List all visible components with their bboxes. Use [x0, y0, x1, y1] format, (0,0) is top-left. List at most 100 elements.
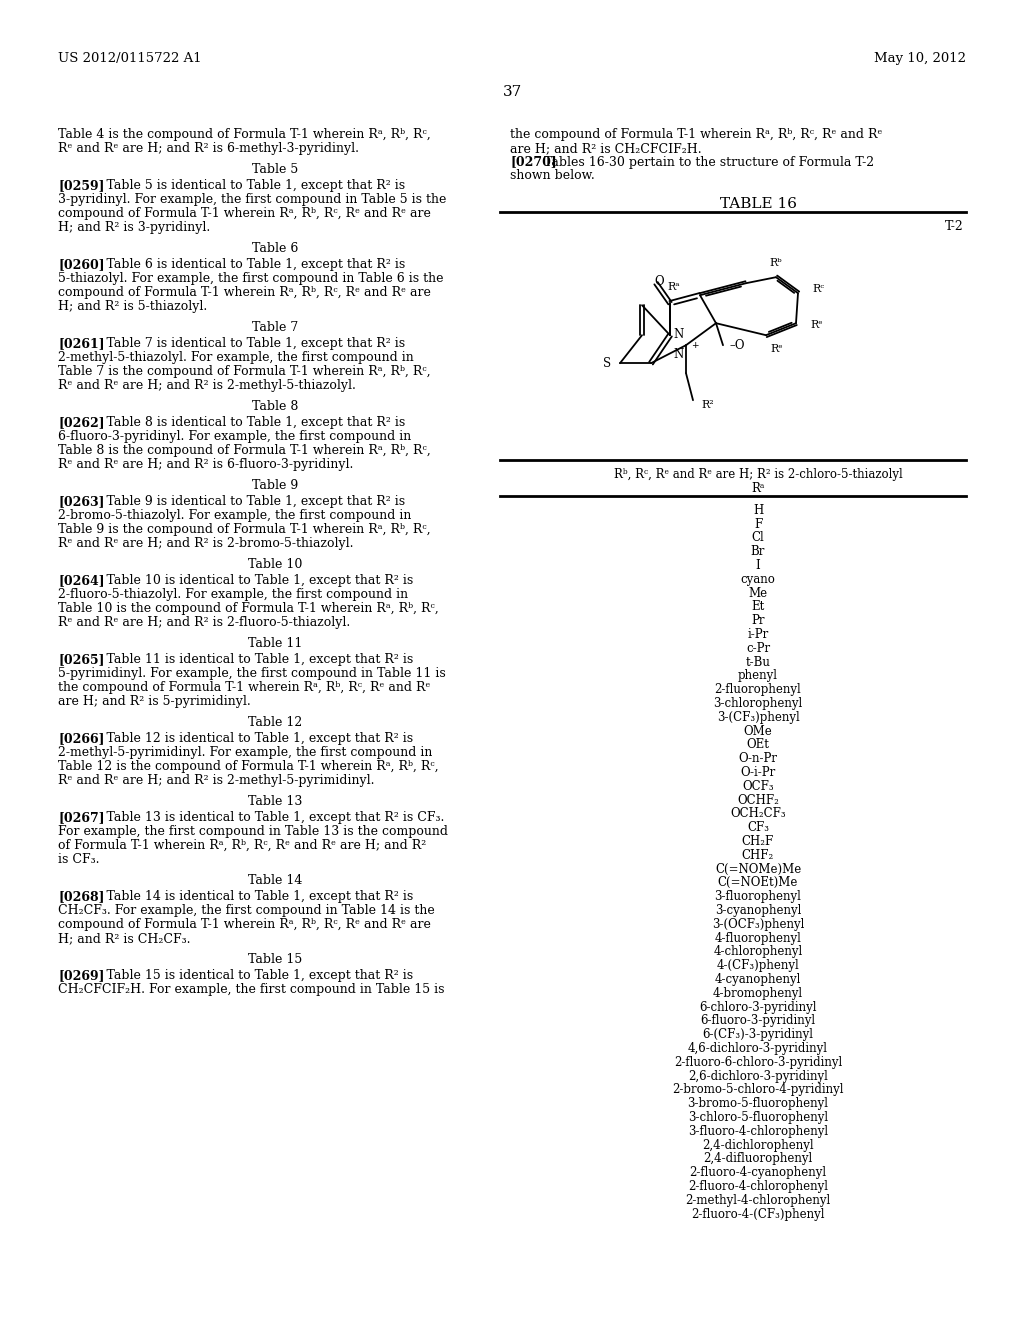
Text: [0266]: [0266] [58, 733, 104, 746]
Text: 2-fluorophenyl: 2-fluorophenyl [715, 684, 802, 696]
Text: compound of Formula T-1 wherein Rᵃ, Rᵇ, Rᶜ, Rᵉ and Rᵉ are: compound of Formula T-1 wherein Rᵃ, Rᵇ, … [58, 207, 431, 220]
Text: Rᵉ and Rᵉ are H; and R² is 2-methyl-5-thiazolyl.: Rᵉ and Rᵉ are H; and R² is 2-methyl-5-th… [58, 379, 356, 392]
Text: For example, the first compound in Table 13 is the compound: For example, the first compound in Table… [58, 825, 449, 838]
Text: Table 9: Table 9 [252, 479, 298, 491]
Text: O-n-Pr: O-n-Pr [738, 752, 777, 766]
Text: 4-bromophenyl: 4-bromophenyl [713, 987, 803, 999]
Text: Table 15: Table 15 [248, 953, 302, 966]
Text: Table 12 is the compound of Formula T-1 wherein Rᵃ, Rᵇ, Rᶜ,: Table 12 is the compound of Formula T-1 … [58, 760, 438, 774]
Text: Table 8 is identical to Table 1, except that R² is: Table 8 is identical to Table 1, except … [90, 416, 406, 429]
Text: Br: Br [751, 545, 765, 558]
Text: N: N [673, 327, 683, 341]
Text: 2-bromo-5-chloro-4-pyridinyl: 2-bromo-5-chloro-4-pyridinyl [672, 1084, 844, 1097]
Text: Table 8 is the compound of Formula T-1 wherein Rᵃ, Rᵇ, Rᶜ,: Table 8 is the compound of Formula T-1 w… [58, 444, 431, 457]
Text: 6-(CF₃)-3-pyridinyl: 6-(CF₃)-3-pyridinyl [702, 1028, 813, 1041]
Text: Rᵉ and Rᵉ are H; and R² is 6-fluoro-3-pyridinyl.: Rᵉ and Rᵉ are H; and R² is 6-fluoro-3-py… [58, 458, 353, 471]
Text: 2-fluoro-4-cyanophenyl: 2-fluoro-4-cyanophenyl [689, 1166, 826, 1179]
Text: O-i-Pr: O-i-Pr [740, 766, 775, 779]
Text: N: N [674, 348, 684, 362]
Text: R²: R² [701, 400, 714, 411]
Text: Rᵉ and Rᵉ are H; and R² is 2-bromo-5-thiazolyl.: Rᵉ and Rᵉ are H; and R² is 2-bromo-5-thi… [58, 537, 353, 550]
Text: H; and R² is CH₂CF₃.: H; and R² is CH₂CF₃. [58, 932, 190, 945]
Text: 6-fluoro-3-pyridinyl: 6-fluoro-3-pyridinyl [700, 1014, 815, 1027]
Text: Et: Et [752, 601, 765, 614]
Text: [0264]: [0264] [58, 574, 104, 587]
Text: OEt: OEt [746, 738, 769, 751]
Text: Table 5 is identical to Table 1, except that R² is: Table 5 is identical to Table 1, except … [90, 180, 406, 193]
Text: 4,6-dichloro-3-pyridinyl: 4,6-dichloro-3-pyridinyl [688, 1041, 828, 1055]
Text: CF₃: CF₃ [746, 821, 769, 834]
Text: t-Bu: t-Bu [745, 656, 770, 669]
Text: 3-(CF₃)phenyl: 3-(CF₃)phenyl [717, 710, 800, 723]
Text: Table 6: Table 6 [252, 242, 298, 255]
Text: Table 7 is the compound of Formula T-1 wherein Rᵃ, Rᵇ, Rᶜ,: Table 7 is the compound of Formula T-1 w… [58, 366, 431, 378]
Text: 3-pyridinyl. For example, the first compound in Table 5 is the: 3-pyridinyl. For example, the first comp… [58, 193, 446, 206]
Text: are H; and R² is CH₂CFCIF₂H.: are H; and R² is CH₂CFCIF₂H. [510, 141, 701, 154]
Text: 3-chloro-5-fluorophenyl: 3-chloro-5-fluorophenyl [688, 1111, 828, 1125]
Text: c-Pr: c-Pr [745, 642, 770, 655]
Text: Table 9 is identical to Table 1, except that R² is: Table 9 is identical to Table 1, except … [90, 495, 406, 508]
Text: the compound of Formula T-1 wherein Rᵃ, Rᵇ, Rᶜ, Rᵉ and Rᵉ: the compound of Formula T-1 wherein Rᵃ, … [58, 681, 430, 694]
Text: +: + [691, 341, 698, 350]
Text: CH₂F: CH₂F [741, 836, 774, 847]
Text: [0260]: [0260] [58, 259, 104, 272]
Text: Table 14 is identical to Table 1, except that R² is: Table 14 is identical to Table 1, except… [90, 891, 414, 903]
Text: 4-fluorophenyl: 4-fluorophenyl [715, 932, 802, 945]
Text: OCHF₂: OCHF₂ [737, 793, 779, 807]
Text: of Formula T-1 wherein Rᵃ, Rᵇ, Rᶜ, Rᵉ and Rᵉ are H; and R²: of Formula T-1 wherein Rᵃ, Rᵇ, Rᶜ, Rᵉ an… [58, 840, 426, 851]
Text: 3-fluorophenyl: 3-fluorophenyl [715, 890, 802, 903]
Text: Me: Me [749, 586, 768, 599]
Text: F: F [754, 517, 762, 531]
Text: Table 4 is the compound of Formula T-1 wherein Rᵃ, Rᵇ, Rᶜ,: Table 4 is the compound of Formula T-1 w… [58, 128, 431, 141]
Text: Table 6 is identical to Table 1, except that R² is: Table 6 is identical to Table 1, except … [90, 259, 406, 272]
Text: US 2012/0115722 A1: US 2012/0115722 A1 [58, 51, 202, 65]
Text: OMe: OMe [743, 725, 772, 738]
Text: 5-thiazolyl. For example, the first compound in Table 6 is the: 5-thiazolyl. For example, the first comp… [58, 272, 443, 285]
Text: Table 10 is identical to Table 1, except that R² is: Table 10 is identical to Table 1, except… [90, 574, 414, 587]
Text: Cl: Cl [752, 532, 764, 544]
Text: 3-bromo-5-fluorophenyl: 3-bromo-5-fluorophenyl [687, 1097, 828, 1110]
Text: Table 7: Table 7 [252, 321, 298, 334]
Text: I: I [756, 558, 761, 572]
Text: compound of Formula T-1 wherein Rᵃ, Rᵇ, Rᶜ, Rᵉ and Rᵉ are: compound of Formula T-1 wherein Rᵃ, Rᵇ, … [58, 917, 431, 931]
Text: Rᵇ, Rᶜ, Rᵉ and Rᵉ are H; R² is 2-chloro-5-thiazolyl: Rᵇ, Rᶜ, Rᵉ and Rᵉ are H; R² is 2-chloro-… [613, 469, 902, 482]
Text: Table 11 is identical to Table 1, except that R² is: Table 11 is identical to Table 1, except… [90, 653, 414, 667]
Text: Table 5: Table 5 [252, 162, 298, 176]
Text: [0267]: [0267] [58, 812, 104, 825]
Text: 2-fluoro-4-(CF₃)phenyl: 2-fluoro-4-(CF₃)phenyl [691, 1208, 824, 1221]
Text: C(=NOEt)Me: C(=NOEt)Me [718, 876, 798, 890]
Text: phenyl: phenyl [738, 669, 778, 682]
Text: compound of Formula T-1 wherein Rᵃ, Rᵇ, Rᶜ, Rᵉ and Rᵉ are: compound of Formula T-1 wherein Rᵃ, Rᵇ, … [58, 286, 431, 300]
Text: 2-bromo-5-thiazolyl. For example, the first compound in: 2-bromo-5-thiazolyl. For example, the fi… [58, 510, 412, 523]
Text: Pr: Pr [752, 614, 765, 627]
Text: cyano: cyano [740, 573, 775, 586]
Text: 3-(OCF₃)phenyl: 3-(OCF₃)phenyl [712, 917, 804, 931]
Text: [0261]: [0261] [58, 338, 104, 350]
Text: shown below.: shown below. [510, 169, 595, 182]
Text: 2-methyl-5-pyrimidinyl. For example, the first compound in: 2-methyl-5-pyrimidinyl. For example, the… [58, 746, 432, 759]
Text: TABLE 16: TABLE 16 [720, 197, 797, 211]
Text: Rᵉ: Rᵉ [810, 321, 822, 330]
Text: Rᵃ: Rᵃ [752, 482, 765, 495]
Text: Table 13 is identical to Table 1, except that R² is CF₃.: Table 13 is identical to Table 1, except… [90, 812, 444, 825]
Text: 2,6-dichloro-3-pyridinyl: 2,6-dichloro-3-pyridinyl [688, 1069, 828, 1082]
Text: Table 8: Table 8 [252, 400, 298, 413]
Text: Table 9 is the compound of Formula T-1 wherein Rᵃ, Rᵇ, Rᶜ,: Table 9 is the compound of Formula T-1 w… [58, 523, 431, 536]
Text: Table 10 is the compound of Formula T-1 wherein Rᵃ, Rᵇ, Rᶜ,: Table 10 is the compound of Formula T-1 … [58, 602, 438, 615]
Text: [0262]: [0262] [58, 416, 104, 429]
Text: 37: 37 [503, 84, 521, 99]
Text: Rᵃ: Rᵃ [668, 282, 680, 292]
Text: [0268]: [0268] [58, 891, 104, 903]
Text: 2-fluoro-4-chlorophenyl: 2-fluoro-4-chlorophenyl [688, 1180, 828, 1193]
Text: 3-cyanophenyl: 3-cyanophenyl [715, 904, 801, 917]
Text: Rᵉ: Rᵉ [770, 345, 782, 354]
Text: 4-cyanophenyl: 4-cyanophenyl [715, 973, 801, 986]
Text: 3-chlorophenyl: 3-chlorophenyl [714, 697, 803, 710]
Text: OCF₃: OCF₃ [742, 780, 774, 793]
Text: 4-(CF₃)phenyl: 4-(CF₃)phenyl [717, 960, 800, 973]
Text: 2-methyl-4-chlorophenyl: 2-methyl-4-chlorophenyl [685, 1193, 830, 1206]
Text: –O: –O [729, 339, 744, 351]
Text: 2-fluoro-6-chloro-3-pyridinyl: 2-fluoro-6-chloro-3-pyridinyl [674, 1056, 842, 1069]
Text: Tables 16-30 pertain to the structure of Formula T-2: Tables 16-30 pertain to the structure of… [544, 156, 874, 169]
Text: Table 14: Table 14 [248, 874, 302, 887]
